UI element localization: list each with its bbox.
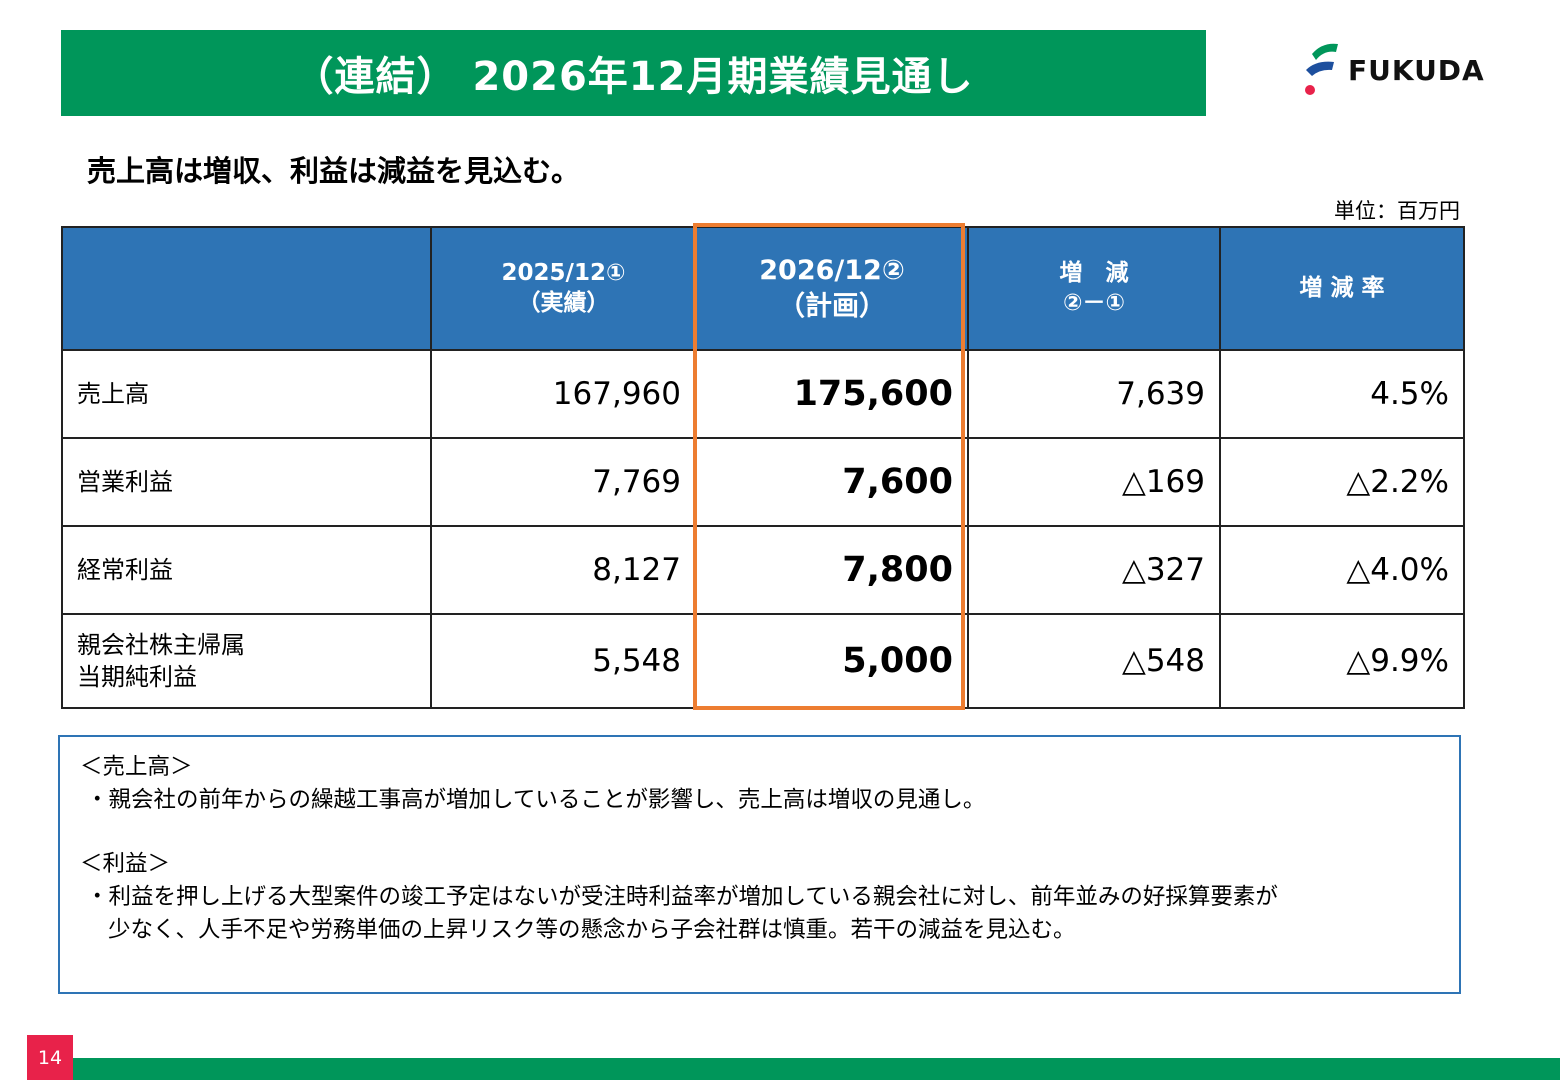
forecast-table: 2025/12① （実績） 2026/12② （計画） 増 減 ②－① 増 減 … xyxy=(61,226,1465,709)
cell-actual: 5,548 xyxy=(430,613,697,709)
cell-actual: 7,769 xyxy=(430,437,697,527)
sales-note-heading: ＜売上高＞ xyxy=(80,754,193,780)
cell-plan: 7,800 xyxy=(695,525,969,615)
fukuda-logo-icon xyxy=(1305,43,1338,95)
cell-rate: 4.5% xyxy=(1219,349,1465,439)
cell-diff: 7,639 xyxy=(967,349,1221,439)
row-label: 親会社株主帰属 当期純利益 xyxy=(61,613,432,709)
cell-rate: △4.0% xyxy=(1219,525,1465,615)
row-label: 経常利益 xyxy=(61,525,432,615)
profit-note-heading: ＜利益＞ xyxy=(80,851,171,878)
cell-diff: △327 xyxy=(967,525,1221,615)
table-row: 営業利益 7,769 7,600 △169 △2.2% xyxy=(61,437,1465,527)
unit-label: 単位：百万円 xyxy=(1334,199,1460,223)
profit-note-text: ・利益を押し上げる大型案件の竣工予定はないが受注時利益率が増加している親会社に対… xyxy=(86,883,1278,910)
row-label: 営業利益 xyxy=(61,437,432,527)
table-row: 売上高 167,960 175,600 7,639 4.5% xyxy=(61,349,1465,439)
logo-text: FUKUDA xyxy=(1348,53,1485,87)
cell-actual: 8,127 xyxy=(430,525,697,615)
summary-headline: 売上高は増収、利益は減益を見込む。 xyxy=(87,154,581,188)
profit-note-text-cont: 少なく、人手不足や労務単価の上昇リスク等の懸念から子会社群は慎重。若干の減益を見… xyxy=(108,916,1076,943)
table-row: 経常利益 8,127 7,800 △327 △4.0% xyxy=(61,525,1465,615)
table-row: 親会社株主帰属 当期純利益 5,548 5,000 △548 △9.9% xyxy=(61,613,1465,709)
cell-plan: 7,600 xyxy=(695,437,969,527)
header-blank xyxy=(61,226,432,351)
page-title: （連結） 2026年12月期業績見通し xyxy=(61,30,1206,116)
cell-rate: △2.2% xyxy=(1219,437,1465,527)
table-header-row: 2025/12① （実績） 2026/12② （計画） 増 減 ②－① 増 減 … xyxy=(61,226,1465,351)
cell-rate: △9.9% xyxy=(1219,613,1465,709)
header-actual: 2025/12① （実績） xyxy=(430,226,697,351)
cell-diff: △548 xyxy=(967,613,1221,709)
cell-actual: 167,960 xyxy=(430,349,697,439)
row-label: 売上高 xyxy=(61,349,432,439)
header-diff: 増 減 ②－① xyxy=(967,226,1221,351)
header-rate: 増 減 率 xyxy=(1219,226,1465,351)
cell-diff: △169 xyxy=(967,437,1221,527)
notes-box: ＜売上高＞ ・親会社の前年からの繰越工事高が増加していることが影響し、売上高は増… xyxy=(58,735,1461,994)
cell-plan: 5,000 xyxy=(695,613,969,709)
sales-note-text: ・親会社の前年からの繰越工事高が増加していることが影響し、売上高は増収の見通し。 xyxy=(86,786,986,813)
page-number: 14 xyxy=(27,1035,73,1080)
footer-bar xyxy=(73,1058,1560,1080)
company-logo: FUKUDA xyxy=(1300,40,1515,100)
cell-plan: 175,600 xyxy=(695,349,969,439)
header-plan: 2026/12② （計画） xyxy=(695,226,969,351)
